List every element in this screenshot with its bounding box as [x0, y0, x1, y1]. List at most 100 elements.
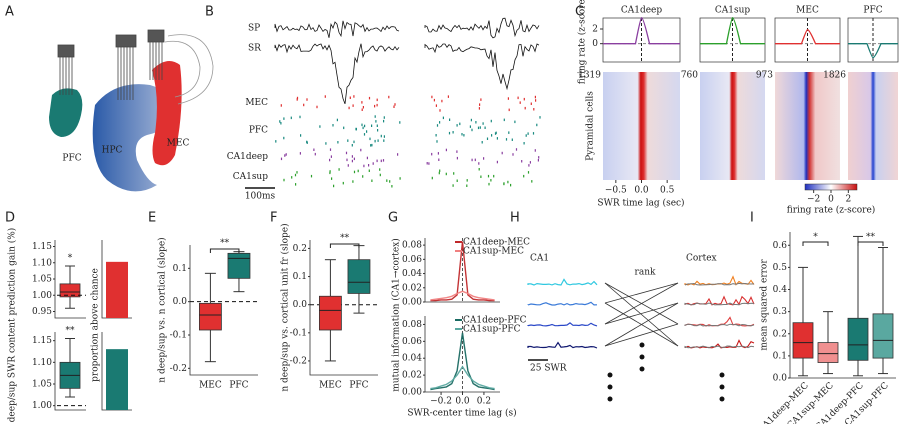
lfp-trace	[274, 43, 400, 105]
y-tick-label: 1.00	[32, 291, 52, 301]
spike	[353, 157, 355, 161]
box	[198, 302, 222, 331]
y-tick-label: 0.00	[402, 388, 422, 398]
spike	[353, 95, 355, 98]
spike	[346, 158, 348, 162]
raster-label: CA1sup	[233, 172, 269, 182]
y-tick-label: 0.1	[293, 272, 307, 282]
heatmap	[848, 72, 898, 180]
spike	[490, 119, 492, 123]
label: rank	[635, 268, 656, 278]
box	[792, 322, 814, 359]
significance-bracket	[329, 243, 360, 248]
spike	[528, 164, 530, 167]
spike	[345, 151, 348, 155]
panel-label: A	[5, 5, 14, 20]
spike	[515, 148, 518, 151]
spike	[441, 99, 443, 103]
spike	[436, 124, 439, 127]
spike	[525, 134, 527, 137]
spike	[394, 103, 396, 106]
spike	[361, 101, 363, 104]
rank-link	[604, 323, 679, 347]
y-tick-label: 1.10	[32, 258, 52, 268]
spike	[285, 153, 287, 156]
spike	[306, 98, 308, 101]
spike	[539, 116, 541, 119]
spike	[523, 142, 525, 145]
y-tick-label: 1.15	[32, 242, 52, 252]
legend-label: CA1deep-PFC	[463, 316, 527, 326]
spike	[290, 116, 292, 120]
cortex-trace	[684, 345, 755, 349]
spike	[535, 99, 537, 102]
y-axis-label: Pyramidal cells	[586, 91, 596, 161]
spike	[338, 168, 340, 171]
significance: *	[813, 233, 818, 243]
spike	[507, 180, 509, 184]
spike	[517, 96, 519, 100]
spike	[452, 184, 454, 187]
spike	[299, 152, 301, 155]
spike	[324, 95, 326, 98]
spike	[349, 96, 351, 99]
spike	[493, 174, 495, 178]
spike	[386, 179, 388, 182]
spike	[448, 131, 451, 135]
y-tick-label: 0.06	[402, 337, 422, 347]
y-tick-label: -0.1	[290, 328, 307, 338]
scale-label: 100ms	[245, 192, 276, 202]
y-tick-label: 0.0	[173, 297, 188, 307]
spike	[471, 158, 473, 162]
box	[347, 259, 371, 294]
spike	[388, 95, 390, 99]
y-axis-label: deep/sup SWR content prediction gain (%)	[7, 228, 18, 423]
spike	[329, 158, 331, 162]
spike	[482, 122, 484, 125]
spike	[501, 151, 503, 155]
spike	[283, 178, 285, 182]
spike	[316, 105, 318, 109]
significance: **	[220, 239, 230, 249]
spike	[479, 103, 481, 106]
spike	[374, 115, 376, 118]
colorbar-tick-label: 0	[828, 195, 834, 205]
spike	[484, 126, 486, 129]
x-axis-label: SWR time lag (sec)	[597, 198, 684, 209]
spike	[510, 183, 512, 187]
spike	[431, 176, 433, 180]
spike	[295, 183, 297, 186]
spike	[435, 104, 437, 107]
spike	[399, 121, 401, 124]
spike	[466, 184, 468, 187]
label: CA1	[530, 254, 549, 264]
mean-rate-trace	[603, 17, 680, 45]
box	[872, 313, 894, 359]
spike	[483, 157, 485, 160]
spike	[474, 158, 476, 162]
significance: **	[66, 326, 76, 336]
significance: **	[340, 234, 350, 244]
y-tick-label: 1.00	[32, 401, 52, 411]
rank-link	[604, 282, 679, 304]
rank-link	[604, 282, 679, 325]
column-title: MEC	[796, 6, 819, 16]
colorbar-tick-label: −2	[807, 195, 820, 205]
rank-link	[604, 302, 679, 325]
y-tick-label: 1.15	[32, 336, 52, 346]
mi-curve	[430, 241, 495, 302]
y-tick-label: 0.04	[402, 354, 422, 364]
spike	[377, 139, 379, 142]
y-tick-label: 0.08	[402, 241, 422, 251]
spike	[534, 149, 536, 152]
column-title: CA1deep	[621, 6, 663, 16]
spike	[523, 97, 525, 101]
spike	[376, 103, 378, 107]
spike	[368, 164, 370, 167]
spike	[280, 157, 283, 161]
spike	[433, 98, 435, 102]
panel-label: C	[575, 5, 584, 20]
spike	[435, 134, 437, 137]
spike	[363, 133, 366, 136]
spike	[329, 171, 331, 175]
